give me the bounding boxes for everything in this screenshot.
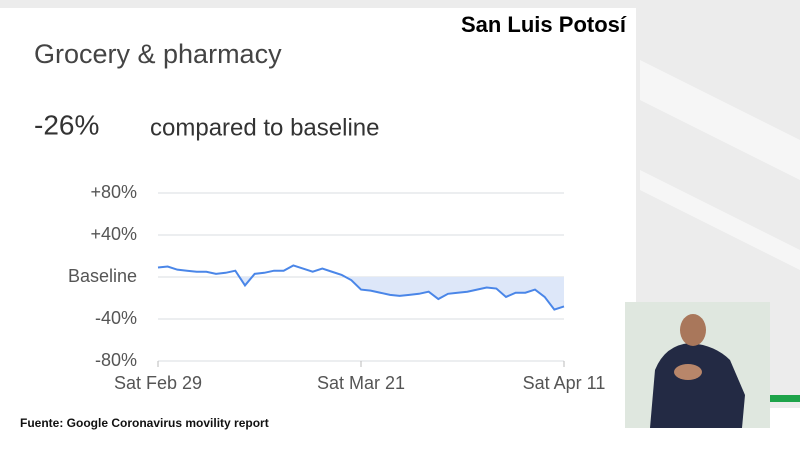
figure-body <box>650 343 745 428</box>
x-tick-label: Sat Mar 21 <box>317 373 405 393</box>
data-line <box>157 264 565 311</box>
x-tick-label: Sat Apr 11 <box>523 373 606 393</box>
source: Fuente: Google Coronavirus movility repo… <box>20 416 269 430</box>
subtitle: compared to baseline <box>150 114 379 141</box>
y-tick-label: +80% <box>90 182 137 202</box>
summary: -26% <box>34 109 99 140</box>
decor <box>640 60 800 180</box>
overlay-box <box>425 8 636 42</box>
figure-hands <box>674 364 702 380</box>
y-tick-label: +40% <box>90 224 137 244</box>
interpreter <box>625 302 800 428</box>
area-fill <box>158 277 564 310</box>
chart-title: Grocery & pharmacy <box>34 39 282 69</box>
decor <box>640 170 800 270</box>
figure-head <box>680 314 706 346</box>
y-tick-label: -80% <box>95 350 137 370</box>
y-tick-label: Baseline <box>68 266 137 286</box>
green-bar <box>770 395 800 402</box>
plot: -80% -40% Baseline +40% +80% Sat Feb 29 Sat Ma… <box>68 182 605 393</box>
slide <box>0 8 636 412</box>
x-tick-label: Sat Feb 29 <box>114 373 202 393</box>
overlay-title: San Luis Potosí <box>461 12 627 37</box>
y-tick-label: -40% <box>95 308 137 328</box>
